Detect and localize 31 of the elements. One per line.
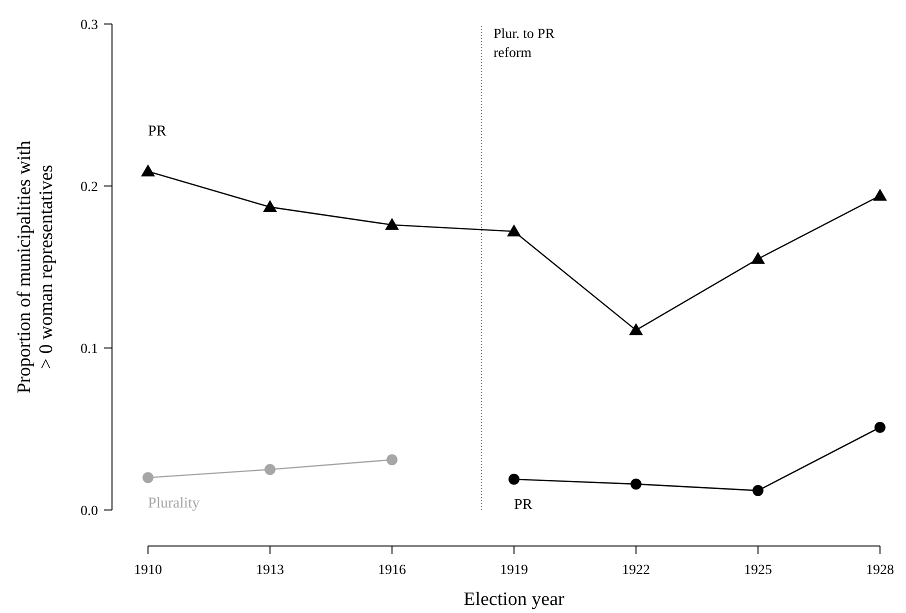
x-axis-title: Election year xyxy=(464,589,566,610)
point xyxy=(507,224,521,236)
y-tick-label: 0.2 xyxy=(80,180,98,195)
y-axis-title: Proportion of municipalities with > 0 woman representatives xyxy=(14,140,57,394)
series-label: PR xyxy=(514,497,532,514)
x-tick-label: 1919 xyxy=(500,563,528,578)
point xyxy=(264,464,276,475)
series-label: Plurality xyxy=(148,496,200,512)
x-tick-label: 1922 xyxy=(622,563,650,578)
point xyxy=(508,474,520,485)
ref-line-label: Plur. to PR reform xyxy=(493,27,556,61)
x-tick-label: 1916 xyxy=(378,563,406,578)
y-tick-label: 0.3 xyxy=(80,18,98,33)
point xyxy=(629,323,643,336)
point xyxy=(142,472,154,484)
x-tick-label: 1910 xyxy=(134,563,162,578)
x-tick-label: 1925 xyxy=(744,563,772,578)
y-tick-label: 0.1 xyxy=(80,342,98,357)
point xyxy=(263,200,277,212)
point xyxy=(630,478,642,490)
point xyxy=(386,454,398,466)
point xyxy=(751,252,765,264)
point xyxy=(874,422,886,433)
series-label: PR xyxy=(148,123,166,140)
x-tick-label: 1913 xyxy=(256,563,284,578)
x-tick-label: 1928 xyxy=(866,563,894,578)
y-tick-label: 0.0 xyxy=(80,504,98,519)
point xyxy=(752,485,764,496)
point xyxy=(385,218,399,230)
point xyxy=(141,164,155,176)
point xyxy=(873,188,887,201)
